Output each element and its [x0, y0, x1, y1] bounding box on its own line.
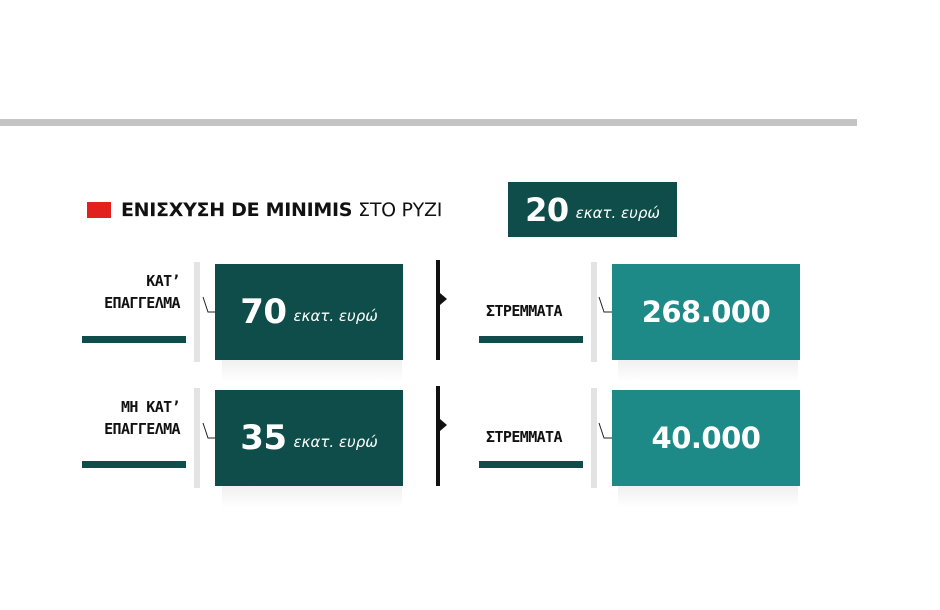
area-label: ΣΤΡΕΜΜΑΤΑ	[486, 428, 562, 446]
grey-side-bar	[591, 262, 597, 362]
category-label: ΚΑΤ’ ΕΠΑΓΓΕΛΜΑ	[40, 270, 180, 314]
area-underline	[479, 336, 583, 343]
area-value-box: 40.000	[612, 390, 800, 486]
title-bold-text: ΕΝΙΣΧΥΣΗ DE MINIMIS	[121, 199, 353, 221]
category-label-line1: ΜΗ ΚΑΤ’	[120, 398, 181, 416]
box-shadow	[222, 360, 402, 382]
area-label: ΣΤΡΕΜΜΑΤΑ	[486, 302, 562, 320]
category-label: ΜΗ ΚΑΤ’ ΕΠΑΓΓΕΛΜΑ	[40, 396, 180, 440]
arrow-right-icon	[440, 293, 447, 305]
total-amount-box: 20 εκατ. ευρώ	[508, 182, 677, 237]
amount-unit: εκατ. ευρώ	[293, 433, 378, 451]
box-shadow	[618, 486, 798, 508]
area-value: 268.000	[641, 295, 771, 329]
category-row-professional: ΚΑΤ’ ΕΠΑΓΓΕΛΜΑ 70 εκατ. ευρώ ΣΤΡΕΜΜΑΤΑ 2…	[0, 260, 940, 382]
box-shadow	[222, 486, 402, 508]
infographic-title: ΕΝΙΣΧΥΣΗ DE MINIMIS ΣΤΟ ΡΥΖΙ	[87, 195, 442, 225]
total-amount-unit: εκατ. ευρώ	[575, 203, 660, 222]
total-amount-number: 20	[525, 190, 569, 229]
category-label-line1: ΚΑΤ’	[146, 272, 180, 290]
category-row-non-professional: ΜΗ ΚΑΤ’ ΕΠΑΓΓΕΛΜΑ 35 εκατ. ευρώ ΣΤΡΕΜΜΑΤ…	[0, 386, 940, 508]
vertical-divider	[436, 386, 440, 486]
top-divider-rule	[0, 119, 857, 126]
title-light-text: ΣΤΟ ΡΥΖΙ	[358, 199, 442, 221]
connector-icon	[202, 422, 216, 439]
connector-icon	[202, 296, 216, 313]
red-marker-square	[87, 202, 111, 218]
category-underline	[82, 336, 186, 343]
category-label-line2: ΕΠΑΓΓΕΛΜΑ	[104, 294, 180, 312]
grey-side-bar	[194, 388, 200, 488]
category-underline	[82, 461, 186, 468]
connector-icon	[598, 296, 612, 313]
box-shadow	[618, 360, 798, 382]
grey-side-bar	[591, 388, 597, 488]
amount-box: 35 εκατ. ευρώ	[215, 390, 403, 486]
amount-number: 35	[240, 418, 287, 458]
amount-box: 70 εκατ. ευρώ	[215, 264, 403, 360]
amount-unit: εκατ. ευρώ	[293, 307, 378, 325]
grey-side-bar	[194, 262, 200, 362]
arrow-right-icon	[440, 419, 447, 431]
area-value: 40.000	[651, 421, 761, 455]
vertical-divider	[436, 260, 440, 360]
connector-icon	[598, 422, 612, 439]
category-label-line2: ΕΠΑΓΓΕΛΜΑ	[104, 420, 180, 438]
area-value-box: 268.000	[612, 264, 800, 360]
area-underline	[479, 461, 583, 468]
amount-number: 70	[240, 292, 287, 332]
